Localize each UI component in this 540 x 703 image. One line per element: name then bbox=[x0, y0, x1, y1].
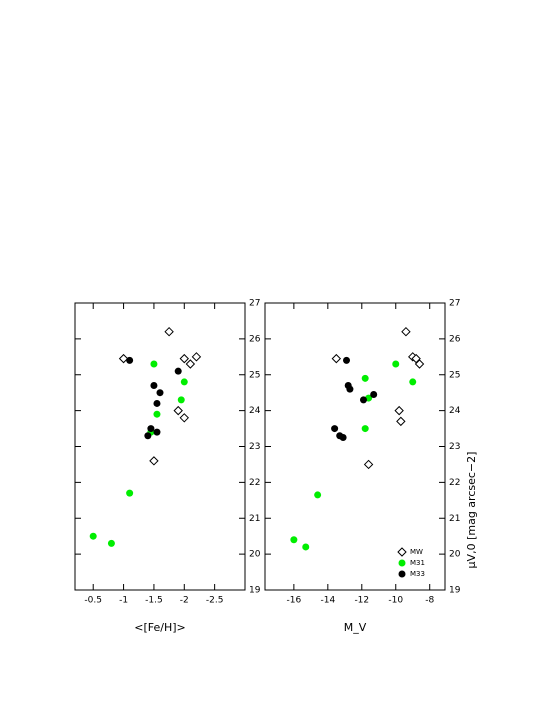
open-diamond bbox=[118, 353, 129, 364]
filled-point bbox=[147, 425, 155, 433]
open-diamond bbox=[179, 413, 189, 423]
open-diamond bbox=[191, 352, 202, 362]
filled-point bbox=[153, 428, 161, 436]
legend-label: M33 bbox=[410, 570, 425, 578]
x-tick-label: 24 bbox=[449, 406, 461, 416]
y-tick-label: -2.5 bbox=[206, 596, 224, 606]
filled-point bbox=[361, 425, 369, 433]
x-tick-label: 26 bbox=[249, 334, 261, 344]
x-tick-label: 21 bbox=[449, 514, 460, 524]
x-axis-label: μV,0 [mag arcsec−2] bbox=[465, 452, 478, 569]
y-tick-label: -14 bbox=[320, 596, 335, 606]
open-diamond bbox=[394, 405, 404, 416]
x-tick-label: 22 bbox=[449, 478, 460, 488]
y-tick-label: -10 bbox=[388, 596, 403, 606]
filled-point bbox=[150, 382, 158, 390]
x-tick-label: 25 bbox=[449, 370, 460, 380]
filled-point bbox=[339, 434, 347, 442]
open-diamond bbox=[397, 547, 407, 557]
y-axis-label: M_V bbox=[344, 621, 367, 634]
filled-point bbox=[107, 539, 115, 547]
x-tick-label: 20 bbox=[249, 550, 261, 560]
open-diamond bbox=[149, 456, 159, 466]
open-diamond bbox=[185, 359, 196, 369]
filled-point bbox=[392, 360, 400, 368]
x-tick-label: 27 bbox=[449, 299, 460, 309]
open-diamond bbox=[401, 326, 411, 337]
y-tick-label: -8 bbox=[425, 596, 434, 606]
y-tick-label: -12 bbox=[354, 596, 369, 606]
x-tick-label: 22 bbox=[249, 478, 260, 488]
legend-label: M31 bbox=[410, 559, 425, 567]
x-tick-label: 25 bbox=[249, 370, 260, 380]
filled-point bbox=[361, 374, 369, 382]
filled-point bbox=[370, 390, 378, 398]
open-diamond bbox=[164, 326, 174, 337]
filled-point bbox=[331, 425, 339, 433]
filled-point bbox=[302, 543, 310, 551]
open-diamond bbox=[396, 416, 406, 427]
x-tick-label: 19 bbox=[249, 586, 261, 596]
x-tick-label: 27 bbox=[249, 299, 260, 309]
y-tick-label: -0.5 bbox=[84, 596, 102, 606]
open-diamond bbox=[173, 405, 183, 416]
filled-point bbox=[346, 385, 354, 393]
y-tick-label: -1 bbox=[119, 596, 128, 606]
legend-label: MW bbox=[410, 548, 423, 556]
x-tick-label: 23 bbox=[249, 442, 260, 452]
y-axis-label: <[Fe/H]> bbox=[134, 621, 186, 634]
x-tick-label: 26 bbox=[449, 334, 461, 344]
filled-point bbox=[398, 559, 406, 567]
filled-point bbox=[343, 356, 351, 364]
filled-point bbox=[89, 532, 97, 540]
filled-point bbox=[153, 410, 161, 418]
filled-point bbox=[409, 378, 417, 386]
filled-point bbox=[150, 360, 158, 368]
x-tick-label: 24 bbox=[249, 406, 261, 416]
open-diamond bbox=[179, 353, 189, 364]
filled-point bbox=[177, 396, 185, 404]
filled-point bbox=[144, 432, 152, 440]
plot-frame bbox=[264, 302, 446, 591]
filled-point bbox=[398, 570, 406, 578]
open-diamond bbox=[411, 353, 421, 364]
plot-frame bbox=[74, 302, 246, 591]
y-tick-label: -2 bbox=[180, 596, 189, 606]
open-diamond bbox=[331, 353, 342, 364]
filled-point bbox=[126, 356, 134, 364]
filled-point bbox=[156, 389, 164, 397]
y-tick-label: -16 bbox=[287, 596, 302, 606]
x-tick-label: 19 bbox=[449, 586, 461, 596]
filled-point bbox=[314, 491, 322, 499]
filled-point bbox=[359, 396, 367, 404]
filled-point bbox=[180, 378, 188, 386]
x-tick-label: 21 bbox=[249, 514, 260, 524]
x-tick-label: 20 bbox=[449, 550, 461, 560]
x-tick-label: 23 bbox=[449, 442, 460, 452]
y-tick-label: -1.5 bbox=[145, 596, 163, 606]
filled-point bbox=[290, 536, 298, 544]
filled-point bbox=[153, 399, 161, 407]
filled-point bbox=[126, 489, 134, 497]
open-diamond bbox=[363, 459, 374, 470]
filled-point bbox=[174, 367, 182, 375]
open-diamond bbox=[414, 359, 425, 369]
